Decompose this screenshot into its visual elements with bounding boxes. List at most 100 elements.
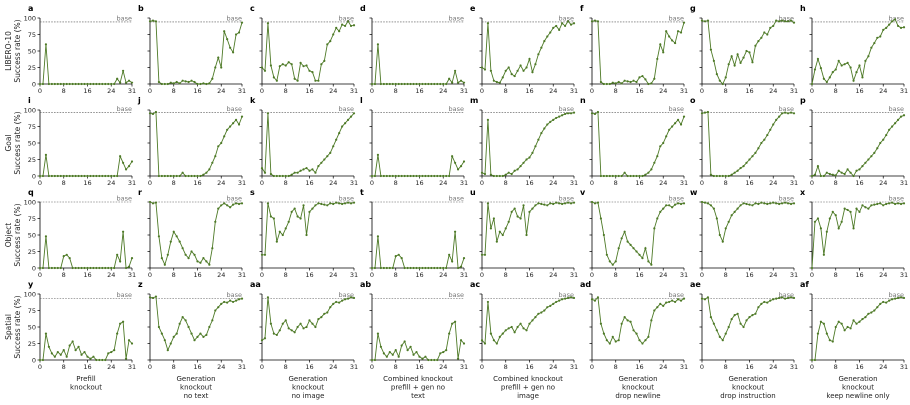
data-point — [293, 207, 296, 210]
data-point — [456, 168, 460, 171]
data-point — [41, 358, 45, 362]
data-point — [370, 358, 374, 362]
data-point — [382, 266, 385, 270]
data-point — [409, 174, 412, 178]
data-point — [549, 120, 552, 123]
data-point — [439, 82, 442, 86]
data-point — [314, 79, 317, 82]
data-point — [572, 111, 576, 114]
x-tick-label: 8 — [394, 87, 398, 95]
panel-letter-w: w — [690, 188, 698, 197]
row-label-line: Goal — [4, 134, 13, 151]
data-point — [718, 174, 721, 178]
y-tick-label: 50 — [28, 231, 36, 239]
y-tick-label: 100 — [24, 290, 36, 298]
data-point — [459, 79, 463, 82]
col-label-line: drop newline — [615, 392, 660, 400]
data-point — [891, 125, 894, 128]
data-point — [840, 322, 843, 325]
data-point — [80, 174, 83, 178]
x-tick-label: 31 — [350, 179, 358, 187]
data-point — [849, 171, 852, 174]
data-point — [602, 82, 605, 86]
data-point — [480, 253, 484, 256]
data-point — [816, 57, 820, 61]
series-line — [372, 231, 465, 269]
data-point — [172, 230, 175, 233]
series-line — [591, 201, 685, 266]
data-point — [546, 123, 549, 126]
data-point — [864, 161, 867, 164]
data-point — [184, 253, 187, 256]
x-tick-label: 8 — [62, 271, 66, 279]
data-point — [831, 71, 834, 74]
data-point — [864, 316, 867, 319]
x-tick-label: 8 — [284, 87, 288, 95]
data-point — [653, 77, 656, 80]
data-point — [196, 260, 199, 263]
x-tick-label: 8 — [614, 179, 618, 187]
data-point — [160, 257, 163, 260]
data-point — [620, 237, 623, 240]
data-point — [864, 206, 867, 209]
x-tick-label: 24 — [439, 87, 447, 95]
panel-letter-l: l — [360, 96, 363, 105]
data-point — [858, 210, 861, 213]
data-point — [792, 202, 796, 205]
data-point — [269, 215, 273, 218]
data-point — [394, 255, 397, 258]
data-point — [888, 128, 891, 131]
x-tick-label: 16 — [305, 271, 313, 279]
data-point — [724, 332, 727, 335]
data-point — [819, 320, 823, 323]
panel-k: k 0 8 16 24 31 base — [250, 96, 358, 187]
x-tick-label: 31 — [570, 363, 578, 371]
data-point — [638, 253, 641, 256]
data-point — [95, 358, 98, 362]
x-tick-label: 24 — [549, 363, 557, 371]
data-point — [852, 174, 855, 178]
data-point — [742, 56, 745, 59]
data-point — [888, 23, 891, 26]
row-label-0: LIBERO-10 Success rate (%) — [4, 19, 22, 82]
data-point — [376, 153, 380, 156]
data-point — [489, 69, 493, 72]
data-point — [730, 55, 733, 58]
data-point — [638, 76, 641, 79]
data-point — [296, 325, 299, 329]
col-label-line: prefill + gen no — [501, 384, 555, 392]
data-point — [47, 345, 51, 348]
data-point — [641, 342, 644, 345]
x-tick-label: 0 — [700, 87, 704, 95]
data-point — [418, 174, 421, 178]
x-tick-label: 24 — [659, 87, 667, 95]
x-tick-label: 24 — [879, 87, 887, 95]
data-point — [373, 266, 377, 270]
data-point — [813, 358, 817, 362]
data-point — [558, 202, 561, 205]
x-tick-label: 0 — [810, 271, 814, 279]
y-tick-label: 25 — [28, 248, 36, 256]
x-tick-label: 0 — [260, 271, 264, 279]
data-point — [302, 65, 305, 68]
baseline-label: base — [779, 195, 795, 203]
data-point — [341, 299, 344, 302]
data-point — [552, 202, 555, 206]
data-point — [849, 66, 852, 69]
data-point — [323, 158, 326, 161]
series-line — [261, 20, 355, 82]
data-point — [760, 201, 763, 204]
data-point — [879, 302, 882, 305]
data-point — [151, 202, 155, 205]
data-point — [266, 112, 270, 115]
series-line — [481, 112, 575, 177]
data-point — [349, 296, 353, 299]
data-point — [525, 233, 528, 237]
data-point — [56, 174, 59, 178]
data-point — [77, 174, 80, 178]
data-point — [504, 329, 507, 332]
data-point — [74, 174, 77, 178]
data-point — [614, 82, 617, 85]
data-point — [418, 355, 421, 358]
x-tick-label: 8 — [834, 179, 838, 187]
